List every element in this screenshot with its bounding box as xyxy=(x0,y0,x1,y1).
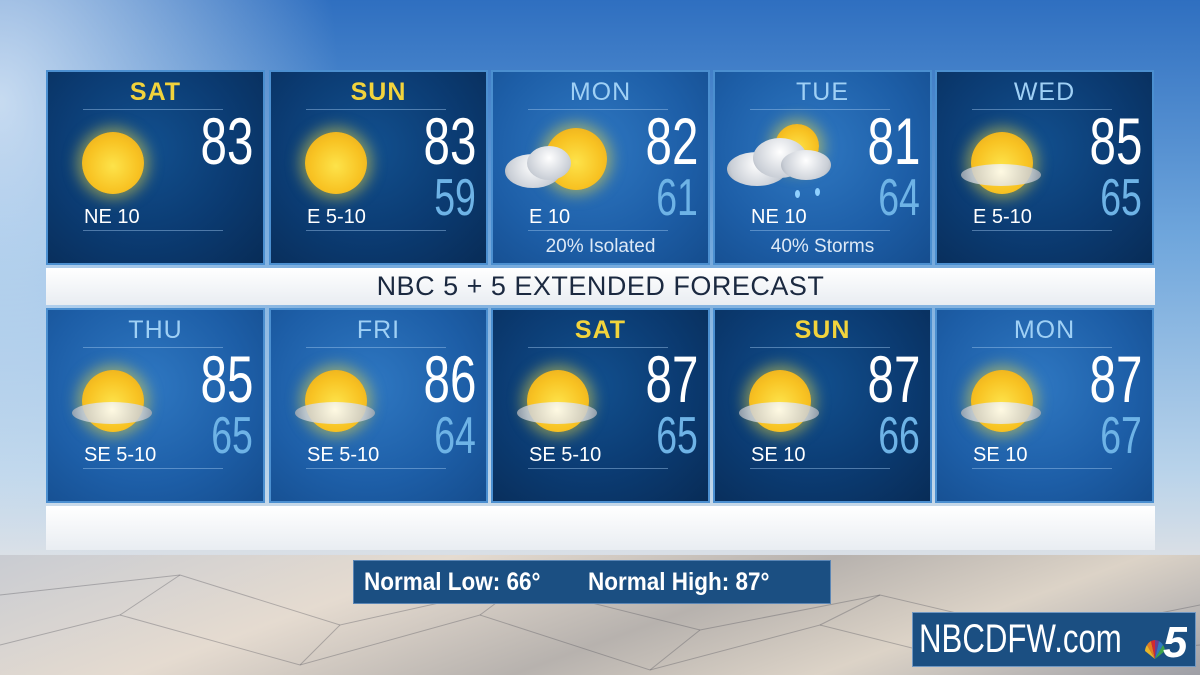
low-temp: 67 xyxy=(1100,407,1142,465)
mostly-sunny-icon xyxy=(513,362,623,442)
high-temp: 87 xyxy=(867,342,920,416)
precip-chance: 40% Storms xyxy=(770,236,875,257)
brand-url: NBCDFW.com xyxy=(919,617,1122,661)
day-label: SAT xyxy=(574,316,627,344)
forecast-panel-mon: MON 82 61 E 10 20% Isolated xyxy=(491,70,710,265)
high-temp: 83 xyxy=(423,104,476,178)
mostly-sunny-icon xyxy=(957,362,1067,442)
wind: E 5-10 xyxy=(973,206,1032,228)
divider xyxy=(750,109,890,110)
divider xyxy=(306,109,446,110)
title-band: NBC 5 + 5 EXTENDED FORECAST xyxy=(46,268,1155,305)
mostly-sunny-icon xyxy=(957,124,1067,204)
forecast-panel-sun: SUN 87 66 SE 10 xyxy=(713,308,932,503)
low-temp: 65 xyxy=(211,407,253,465)
low-temp: 61 xyxy=(656,169,698,227)
storm-cloud-icon xyxy=(727,124,845,204)
divider xyxy=(83,230,223,231)
forecast-panel-sun: SUN 83 59 E 5-10 xyxy=(269,70,488,265)
divider xyxy=(83,347,223,348)
divider xyxy=(972,109,1112,110)
divider xyxy=(972,230,1112,231)
low-temp: 59 xyxy=(434,169,476,227)
divider xyxy=(83,109,223,110)
normal-low: Normal Low: 66° xyxy=(364,568,541,596)
divider xyxy=(972,468,1112,469)
precip-chance: 20% Isolated xyxy=(545,236,656,257)
forecast-panel-thu: THU 85 65 SE 5-10 xyxy=(46,308,265,503)
sunny-icon xyxy=(68,124,178,204)
forecast-panel-sat: SAT 87 65 SE 5-10 xyxy=(491,308,710,503)
low-temp: 65 xyxy=(1100,169,1142,227)
nbc5-logo-icon: 5 xyxy=(1145,618,1187,663)
wind: SE 10 xyxy=(973,444,1028,466)
divider xyxy=(528,230,668,231)
brand-box: NBCDFW.com 5 xyxy=(912,612,1196,667)
high-temp: 86 xyxy=(423,342,476,416)
forecast-panel-wed: WED 85 65 E 5-10 xyxy=(935,70,1154,265)
divider xyxy=(750,468,890,469)
wind: SE 5-10 xyxy=(84,444,157,466)
day-label: FRI xyxy=(356,316,401,344)
divider xyxy=(83,468,223,469)
high-temp: 87 xyxy=(645,342,698,416)
normals-bar: Normal Low: 66° Normal High: 87° xyxy=(353,560,831,604)
day-label: MON xyxy=(569,78,632,106)
high-temp: 85 xyxy=(1089,104,1142,178)
day-label: SUN xyxy=(794,316,851,344)
high-temp: 82 xyxy=(645,104,698,178)
forecast-panel-tue: TUE 81 64 NE 10 40% Storms xyxy=(713,70,932,265)
wind: SE 10 xyxy=(751,444,806,466)
divider xyxy=(750,347,890,348)
day-label: TUE xyxy=(796,78,849,106)
mostly-sunny-icon xyxy=(735,362,845,442)
divider xyxy=(750,230,890,231)
forecast-panel-mon: MON 87 67 SE 10 xyxy=(935,308,1154,503)
divider xyxy=(528,468,668,469)
day-label: SAT xyxy=(129,78,182,106)
high-temp: 87 xyxy=(1089,342,1142,416)
wind: NE 10 xyxy=(751,206,807,228)
low-temp: 64 xyxy=(878,169,920,227)
wind: NE 10 xyxy=(84,206,140,228)
sunny-icon xyxy=(291,124,401,204)
day-label: SUN xyxy=(350,78,407,106)
divider xyxy=(528,347,668,348)
high-temp: 81 xyxy=(867,104,920,178)
low-temp: 65 xyxy=(656,407,698,465)
high-temp: 85 xyxy=(200,342,253,416)
wind: SE 5-10 xyxy=(307,444,380,466)
day-label: MON xyxy=(1013,316,1076,344)
divider xyxy=(306,468,446,469)
divider xyxy=(528,109,668,110)
forecast-title: NBC 5 + 5 EXTENDED FORECAST xyxy=(376,271,825,301)
wind: SE 5-10 xyxy=(529,444,602,466)
divider xyxy=(972,347,1112,348)
mostly-sunny-icon xyxy=(68,362,178,442)
wind: E 5-10 xyxy=(307,206,366,228)
normal-high: Normal High: 87° xyxy=(587,568,770,596)
low-temp: 66 xyxy=(878,407,920,465)
day-label: WED xyxy=(1013,78,1076,106)
high-temp: 83 xyxy=(200,104,253,178)
wind: E 10 xyxy=(529,206,571,228)
forecast-panel-sat: SAT 83 NE 10 xyxy=(46,70,265,265)
svg-text:5: 5 xyxy=(1163,618,1187,663)
forecast-panel-fri: FRI 86 64 SE 5-10 xyxy=(269,308,488,503)
bottom-band xyxy=(46,506,1155,550)
divider xyxy=(306,230,446,231)
mostly-sunny-icon xyxy=(291,362,401,442)
divider xyxy=(306,347,446,348)
low-temp: 64 xyxy=(434,407,476,465)
day-label: THU xyxy=(128,316,183,344)
partly-cloudy-rain-icon xyxy=(505,124,623,204)
